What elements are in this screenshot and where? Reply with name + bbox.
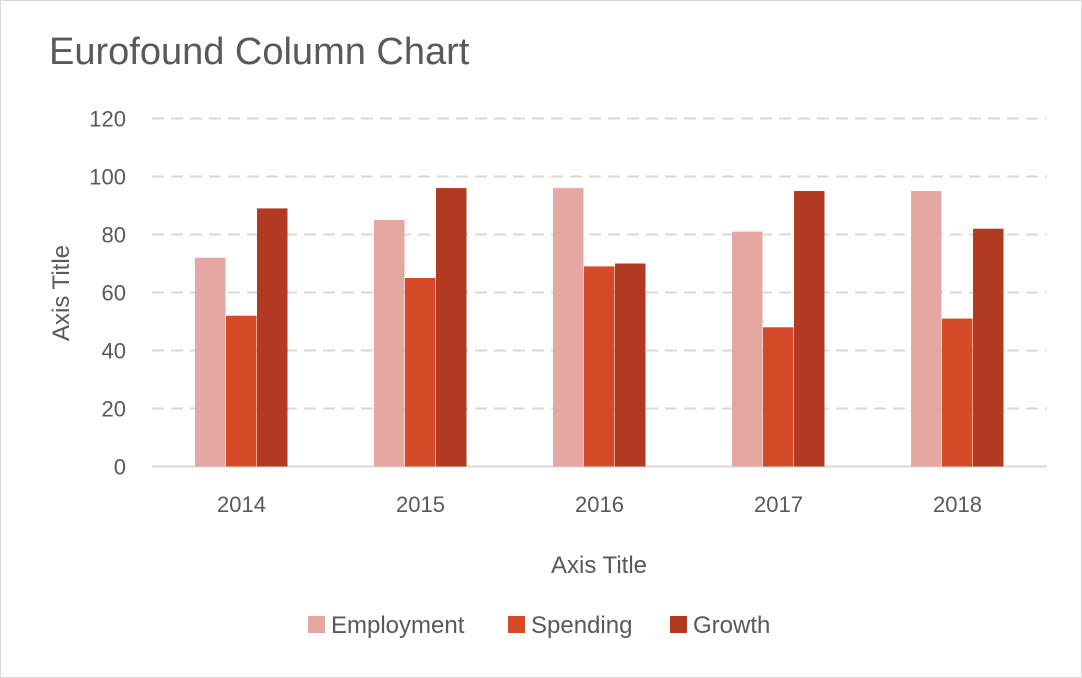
y-tick-label: 40: [102, 339, 126, 364]
y-tick-label: 20: [102, 397, 126, 422]
bar-employment-2018: [911, 191, 942, 467]
x-tick-label: 2018: [933, 492, 982, 517]
x-tick-labels: 2014 2015 2016 2017 2018: [217, 492, 982, 517]
y-tick-label: 120: [89, 107, 126, 132]
legend-swatch-spending: [508, 616, 525, 633]
legend-swatch-growth: [670, 616, 687, 633]
bar-spending-2016: [584, 266, 615, 467]
y-tick-label: 100: [89, 165, 126, 190]
legend-label-spending: Spending: [531, 612, 632, 639]
bar-growth-2014: [257, 208, 288, 467]
bar-spending-2017: [763, 327, 794, 467]
y-tick-label: 80: [102, 223, 126, 248]
bar-employment-2014: [195, 257, 226, 467]
y-tick-labels: 0 20 40 60 80 100 120: [89, 107, 126, 480]
legend-swatch-employment: [308, 616, 325, 633]
bar-employment-2017: [732, 231, 763, 467]
x-tick-label: 2015: [396, 492, 445, 517]
bar-spending-2015: [405, 278, 436, 467]
x-axis-title: Axis Title: [551, 552, 647, 579]
y-tick-label: 60: [102, 281, 126, 306]
bar-growth-2018: [973, 228, 1004, 467]
bar-spending-2018: [942, 318, 973, 467]
bar-employment-2016: [553, 188, 584, 467]
y-axis-title: Axis Title: [48, 245, 75, 341]
x-tick-label: 2016: [575, 492, 624, 517]
x-tick-label: 2017: [754, 492, 803, 517]
y-tick-label: 0: [114, 455, 126, 480]
bars: [195, 188, 1004, 467]
bar-growth-2016: [615, 263, 646, 467]
chart-title: Eurofound Column Chart: [49, 31, 470, 73]
legend-label-growth: Growth: [693, 612, 770, 639]
bar-growth-2017: [794, 191, 825, 467]
x-tick-label: 2014: [217, 492, 266, 517]
legend-label-employment: Employment: [331, 612, 465, 639]
bar-employment-2015: [374, 220, 405, 467]
bar-growth-2015: [436, 188, 467, 467]
bar-spending-2014: [226, 315, 257, 467]
legend: Employment Spending Growth: [308, 612, 770, 639]
